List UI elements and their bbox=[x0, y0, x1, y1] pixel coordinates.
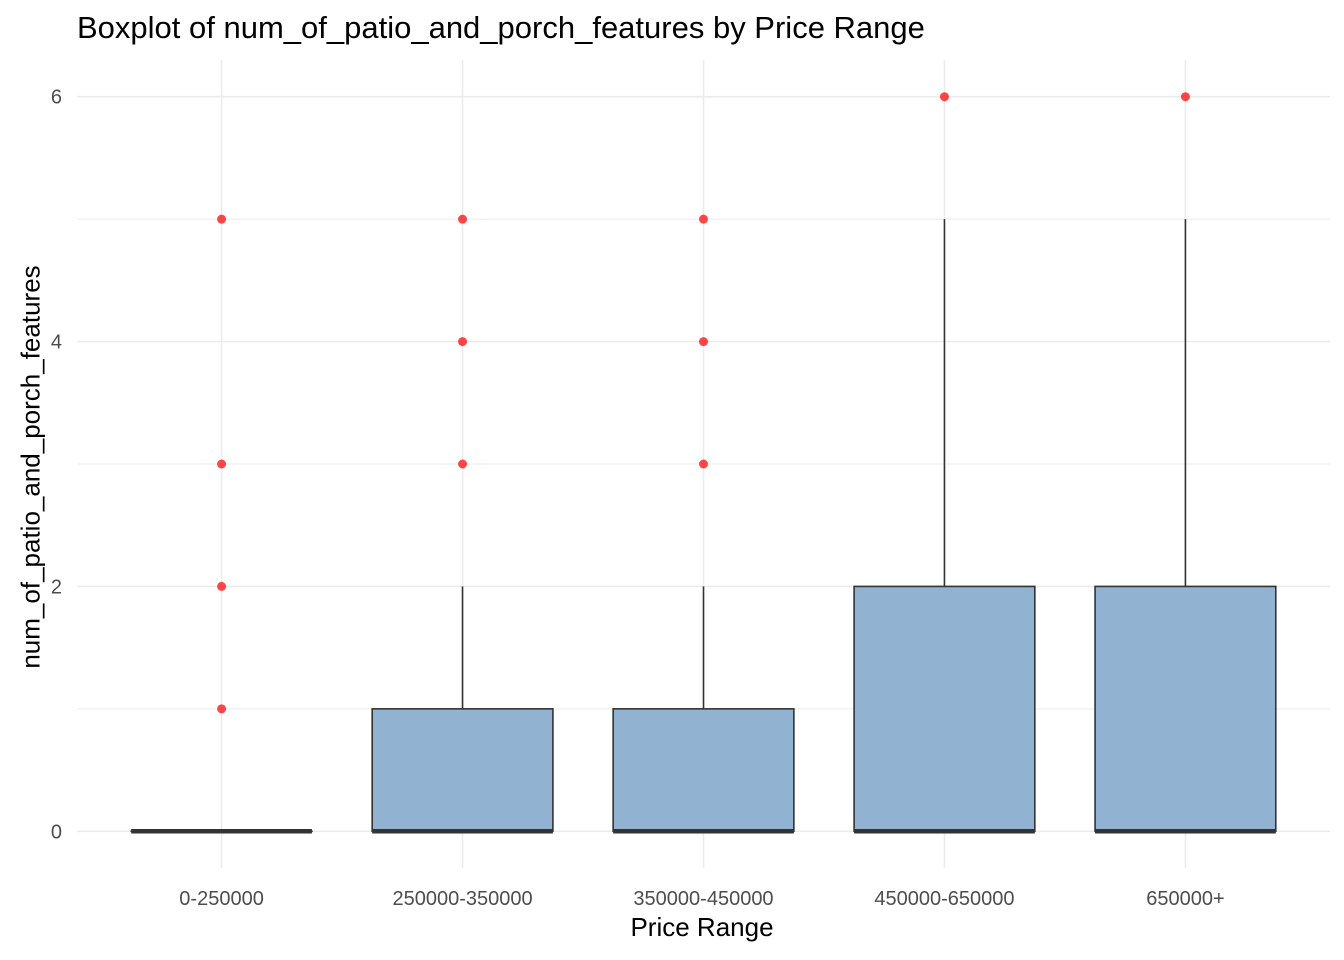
y-tick-label: 6 bbox=[51, 87, 62, 109]
x-axis-title: Price Range bbox=[630, 912, 774, 942]
box-iqr bbox=[371, 708, 554, 833]
boxes bbox=[130, 92, 1277, 834]
outlier-point bbox=[217, 214, 227, 224]
x-tick-label: 0-250000 bbox=[179, 888, 264, 910]
axis-ticks: 0 2 4 6 0-250000 250000-350000 350000-450000 45… bbox=[51, 87, 1225, 910]
y-tick-label: 2 bbox=[51, 576, 62, 598]
y-tick-label: 0 bbox=[51, 821, 62, 843]
x-tick-label: 450000-650000 bbox=[874, 888, 1014, 910]
box-iqr bbox=[612, 708, 795, 833]
x-tick-label: 350000-450000 bbox=[633, 888, 773, 910]
outlier-point bbox=[217, 459, 227, 469]
box-iqr bbox=[853, 585, 1036, 833]
chart-title: Boxplot of num_of_patio_and_porch_featur… bbox=[77, 10, 925, 45]
outlier-point bbox=[458, 459, 468, 469]
outlier-point bbox=[458, 214, 468, 224]
outlier-point bbox=[939, 92, 949, 102]
outlier-point bbox=[458, 337, 468, 347]
outlier-point bbox=[699, 459, 708, 469]
outlier-point bbox=[699, 214, 708, 224]
x-tick-label: 250000-350000 bbox=[392, 888, 532, 910]
box-iqr bbox=[1094, 585, 1277, 833]
outlier-point bbox=[217, 704, 227, 714]
outlier-point bbox=[1180, 92, 1190, 102]
x-tick-label: 650000+ bbox=[1146, 888, 1224, 910]
outlier-point bbox=[699, 337, 708, 347]
outlier-point bbox=[217, 581, 227, 591]
y-tick-label: 4 bbox=[51, 332, 62, 354]
